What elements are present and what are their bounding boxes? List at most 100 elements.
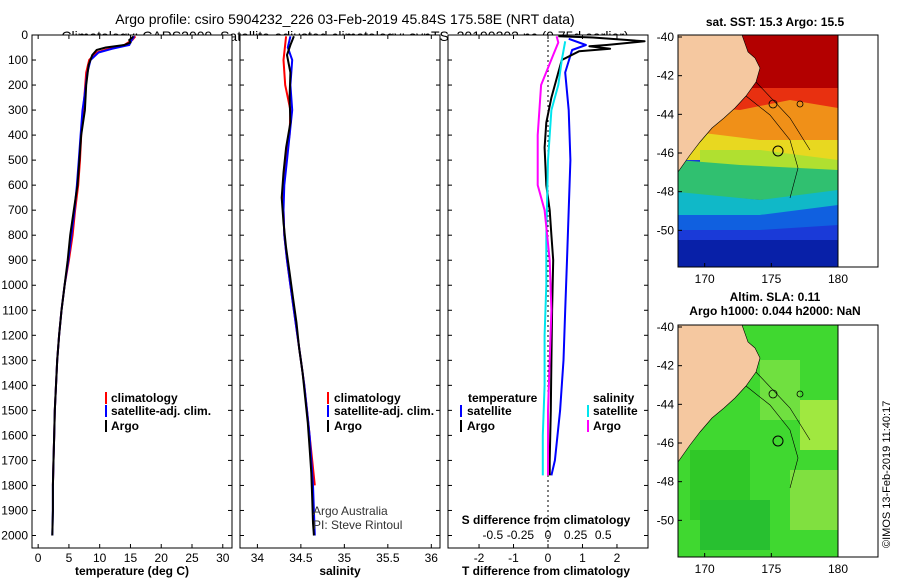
lat-tick-label: -42 bbox=[657, 359, 675, 373]
legend-t-argo: Argo bbox=[467, 419, 495, 433]
s-difference-xlabel: S difference from climatology bbox=[462, 513, 631, 527]
legend-t-satellite: satellite bbox=[467, 404, 512, 418]
sla-map-axes: -40 -42 -44 -46 -48 -50 170 175 180 bbox=[657, 320, 849, 576]
lon-tick-label: 180 bbox=[828, 562, 848, 576]
sla-map-title-2: Argo h1000: 0.044 h2000: NaN bbox=[689, 304, 860, 318]
x-tick-label: 5 bbox=[66, 551, 73, 565]
lat-tick-label: -46 bbox=[657, 436, 675, 450]
s-diff-tick-label: -0.25 bbox=[507, 528, 535, 542]
depth-tick-label: 1000 bbox=[1, 278, 28, 292]
depth-tick-label: 900 bbox=[8, 253, 28, 267]
depth-tick-label: 600 bbox=[8, 178, 28, 192]
salinity-x-axis: 34 34.5 35 35.5 36 bbox=[240, 34, 440, 565]
lat-tick-label: -42 bbox=[657, 69, 675, 83]
x-tick-label: 0 bbox=[545, 551, 552, 565]
lon-tick-label: 175 bbox=[761, 272, 781, 286]
temperature-xlabel: temperature (deg C) bbox=[75, 564, 189, 578]
sst-map bbox=[678, 35, 838, 267]
legend-satellite-adj: satellite-adj. clim. bbox=[111, 404, 211, 418]
depth-tick-label: 300 bbox=[8, 103, 28, 117]
temperature-x-axis: 0 5 10 15 20 25 30 bbox=[32, 34, 232, 565]
series-s-argo bbox=[536, 36, 560, 476]
sst-map-colorbar-area bbox=[837, 34, 879, 268]
series-t-satellite bbox=[550, 37, 587, 476]
title-line-1: Argo profile: csiro 5904232_226 03-Feb-2… bbox=[115, 11, 574, 27]
depth-tick-label: 1600 bbox=[1, 428, 28, 442]
salinity-panel-frame bbox=[239, 34, 441, 549]
legend-salinity-title: salinity bbox=[593, 391, 635, 405]
legend-argo: Argo bbox=[111, 419, 139, 433]
s-diff-tick-label: 0.5 bbox=[595, 528, 612, 542]
difference-x-axis: -2 -1 0 1 2 bbox=[448, 34, 648, 565]
legend-temperature-title: temperature bbox=[468, 391, 538, 405]
credit-line-2: PI: Steve Rintoul bbox=[313, 518, 402, 532]
s-diff-tick-label: 0 bbox=[545, 528, 552, 542]
s-diff-tick-label: 0.25 bbox=[564, 528, 588, 542]
depth-tick-label: 1900 bbox=[1, 503, 28, 517]
x-tick-label: -2 bbox=[474, 551, 485, 565]
x-tick-label: -1 bbox=[508, 551, 519, 565]
sst-map-axes: -40 -42 -44 -46 -48 -50 170 175 180 bbox=[657, 30, 849, 286]
x-tick-label: 34 bbox=[251, 551, 265, 565]
imos-timestamp: ©IMOS 13-Feb-2019 11:40:17 bbox=[881, 401, 893, 548]
credit-line-1: Argo Australia bbox=[313, 504, 388, 518]
x-tick-label: 36 bbox=[425, 551, 439, 565]
sla-map-title-1: Altim. SLA: 0.11 bbox=[730, 290, 821, 304]
depth-tick-label: 800 bbox=[8, 228, 28, 242]
depth-tick-label: 400 bbox=[8, 128, 28, 142]
lat-tick-label: -50 bbox=[657, 513, 675, 527]
x-tick-label: 30 bbox=[216, 551, 230, 565]
depth-tick-label: 200 bbox=[8, 78, 28, 92]
sla-map bbox=[678, 325, 838, 557]
lon-tick-label: 170 bbox=[695, 562, 715, 576]
x-tick-label: 35.5 bbox=[376, 551, 400, 565]
s-difference-ticks: -0.5 -0.25 0 0.25 0.5 bbox=[482, 528, 611, 542]
depth-tick-label: 500 bbox=[8, 153, 28, 167]
x-tick-label: 34.5 bbox=[289, 551, 313, 565]
depth-tick-label: 700 bbox=[8, 203, 28, 217]
depth-tick-label: 2000 bbox=[1, 528, 28, 542]
lat-tick-label: -40 bbox=[657, 320, 675, 334]
legend-s-argo: Argo bbox=[593, 419, 621, 433]
lat-tick-label: -48 bbox=[657, 185, 675, 199]
x-tick-label: 20 bbox=[155, 551, 169, 565]
difference-profiles bbox=[536, 35, 646, 476]
sst-map-title: sat. SST: 15.3 Argo: 15.5 bbox=[706, 15, 845, 29]
x-tick-label: 25 bbox=[185, 551, 199, 565]
lat-tick-label: -46 bbox=[657, 146, 675, 160]
difference-legend: temperature satellite Argo salinity sate… bbox=[460, 391, 638, 433]
x-tick-label: 35 bbox=[338, 551, 352, 565]
depth-tick-label: 1700 bbox=[1, 453, 28, 467]
series-argo bbox=[51, 35, 134, 536]
depth-axis: 0 100 200 300 400 500 600 700 800 900 1000 1100 1200… bbox=[1, 28, 28, 542]
temperature-profiles bbox=[51, 35, 137, 536]
series-t-argo bbox=[543, 35, 646, 476]
depth-tick-label: 1100 bbox=[2, 303, 28, 317]
series-argo bbox=[280, 35, 315, 536]
lat-tick-label: -50 bbox=[657, 223, 675, 237]
depth-tick-label: 1400 bbox=[1, 378, 28, 392]
lon-tick-label: 170 bbox=[695, 272, 715, 286]
x-tick-label: 0 bbox=[35, 551, 42, 565]
x-tick-label: 15 bbox=[124, 551, 138, 565]
salinity-legend: climatology satellite-adj. clim. Argo bbox=[327, 391, 434, 433]
depth-tick-label: 1200 bbox=[1, 328, 28, 342]
depth-tick-label: 100 bbox=[8, 53, 28, 67]
depth-tick-label: 1300 bbox=[1, 353, 28, 367]
legend-satellite-adj: satellite-adj. clim. bbox=[334, 404, 434, 418]
depth-tick-label: 1500 bbox=[1, 403, 28, 417]
legend-climatology: climatology bbox=[111, 391, 178, 405]
lat-tick-label: -44 bbox=[657, 397, 675, 411]
sla-map-colorbar-area bbox=[837, 324, 879, 558]
lat-tick-label: -44 bbox=[657, 107, 675, 121]
lon-tick-label: 180 bbox=[828, 272, 848, 286]
temperature-legend: climatology satellite-adj. clim. Argo bbox=[105, 391, 211, 433]
t-difference-xlabel: T difference from climatology bbox=[462, 564, 630, 578]
legend-s-satellite: satellite bbox=[593, 404, 638, 418]
lat-tick-label: -40 bbox=[657, 30, 675, 44]
depth-tick-label: 1800 bbox=[1, 478, 28, 492]
depth-tick-label: 0 bbox=[21, 28, 28, 42]
x-tick-label: 2 bbox=[614, 551, 621, 565]
x-tick-label: 10 bbox=[93, 551, 107, 565]
